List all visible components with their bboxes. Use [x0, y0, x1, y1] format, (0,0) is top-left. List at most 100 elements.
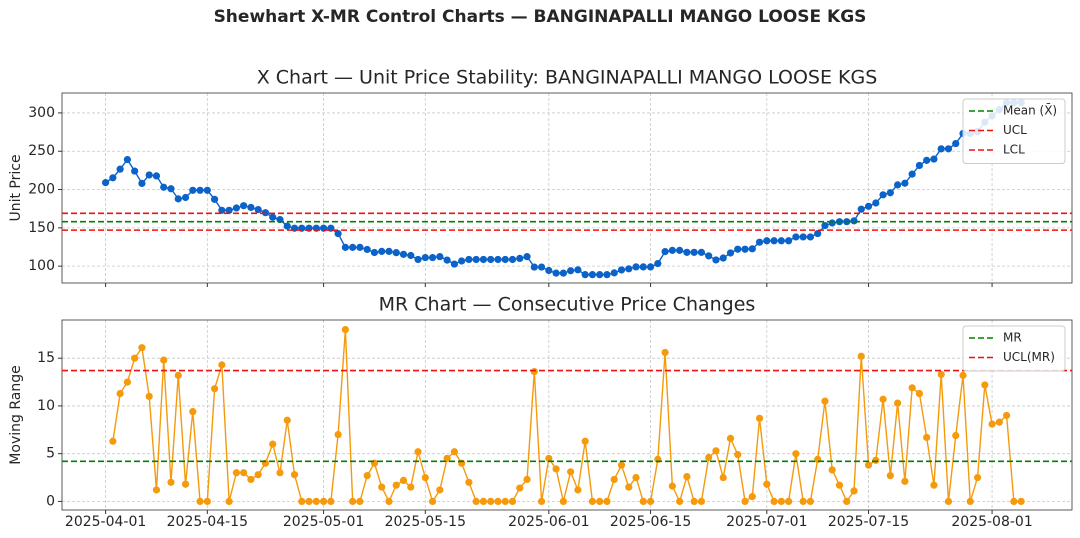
- data-point: [596, 497, 604, 506]
- data-point: [203, 497, 211, 506]
- data-point: [952, 139, 960, 148]
- data-point: [465, 478, 473, 486]
- data-point: [668, 246, 676, 254]
- data-line: [105, 102, 1022, 276]
- data-point: [225, 497, 233, 506]
- y-tick-label: 200: [28, 182, 55, 198]
- data-point: [283, 222, 291, 230]
- data-point: [530, 263, 538, 271]
- data-point: [610, 475, 618, 484]
- data-point: [450, 260, 458, 268]
- data-point: [894, 399, 902, 407]
- data-point: [101, 179, 110, 187]
- data-point: [254, 206, 262, 214]
- data-point: [399, 250, 408, 258]
- data-point: [414, 255, 422, 264]
- data-point: [901, 179, 909, 187]
- data-point: [552, 269, 560, 277]
- data-point: [937, 370, 945, 379]
- data-point: [944, 497, 953, 506]
- x-tick-label: 2025-07-15: [828, 514, 909, 530]
- data-point: [494, 255, 502, 264]
- data-point: [472, 497, 480, 506]
- chart-title: MR Chart — Consecutive Price Changes: [379, 294, 756, 316]
- data-point: [610, 269, 618, 277]
- data-point: [726, 434, 735, 442]
- data-point: [276, 469, 284, 477]
- data-point: [770, 237, 778, 245]
- x-tick-label: 2025-06-15: [610, 514, 691, 530]
- data-point: [545, 454, 553, 463]
- y-tick-label: 10: [37, 398, 55, 414]
- data-point: [676, 497, 684, 506]
- data-point: [537, 263, 546, 271]
- plot-frame: [61, 319, 1073, 511]
- data-point: [428, 497, 437, 506]
- data-point: [116, 165, 124, 173]
- data-point: [152, 172, 161, 180]
- data-point: [196, 497, 204, 506]
- data-point: [603, 271, 611, 279]
- data-point: [712, 447, 720, 455]
- data-point: [850, 487, 858, 495]
- data-point: [167, 478, 175, 486]
- data-point: [639, 497, 647, 506]
- data-point: [785, 497, 793, 506]
- x-tick-label: 2025-05-15: [385, 514, 466, 530]
- data-point: [901, 477, 909, 485]
- data-point: [632, 263, 640, 271]
- data-point: [581, 271, 589, 279]
- data-point: [545, 266, 553, 275]
- data-point: [131, 354, 139, 362]
- data-point: [828, 466, 836, 474]
- data-point: [574, 266, 582, 274]
- data-point: [668, 482, 676, 490]
- data-point: [567, 468, 575, 476]
- data-point: [407, 251, 415, 260]
- data-point: [908, 170, 916, 178]
- data-point: [523, 253, 531, 261]
- data-point: [719, 254, 727, 262]
- data-point: [516, 254, 524, 263]
- data-point: [923, 433, 931, 442]
- data-point: [254, 471, 262, 479]
- data-point: [821, 221, 829, 230]
- data-point: [697, 248, 706, 256]
- data-point: [661, 348, 669, 357]
- data-point: [952, 431, 960, 440]
- data-point: [552, 465, 560, 473]
- data-point: [748, 245, 756, 253]
- data-point: [705, 252, 713, 260]
- data-point: [748, 493, 756, 501]
- data-point: [806, 233, 815, 241]
- data-point: [363, 472, 371, 480]
- data-point: [1017, 497, 1025, 506]
- data-point: [218, 361, 226, 369]
- data-point: [123, 155, 131, 164]
- y-tick-label: 250: [28, 143, 55, 159]
- data-point: [479, 255, 488, 264]
- data-point: [109, 437, 117, 445]
- data-point: [370, 248, 379, 257]
- data-point: [508, 255, 517, 264]
- data-point: [741, 245, 749, 253]
- data-point: [283, 416, 291, 424]
- data-point: [879, 395, 887, 403]
- data-point: [385, 247, 393, 255]
- data-point: [392, 481, 400, 489]
- data-point: [414, 448, 422, 456]
- data-point: [428, 253, 437, 262]
- data-point: [356, 497, 364, 506]
- data-point: [843, 497, 851, 506]
- data-point: [777, 497, 785, 506]
- data-point: [596, 271, 604, 279]
- y-axis-label: Unit Price: [8, 154, 24, 221]
- data-point: [646, 497, 655, 506]
- data-point: [872, 456, 880, 464]
- data-point: [145, 392, 153, 400]
- data-point: [683, 472, 691, 481]
- data-point: [479, 497, 488, 506]
- data-point: [690, 248, 698, 256]
